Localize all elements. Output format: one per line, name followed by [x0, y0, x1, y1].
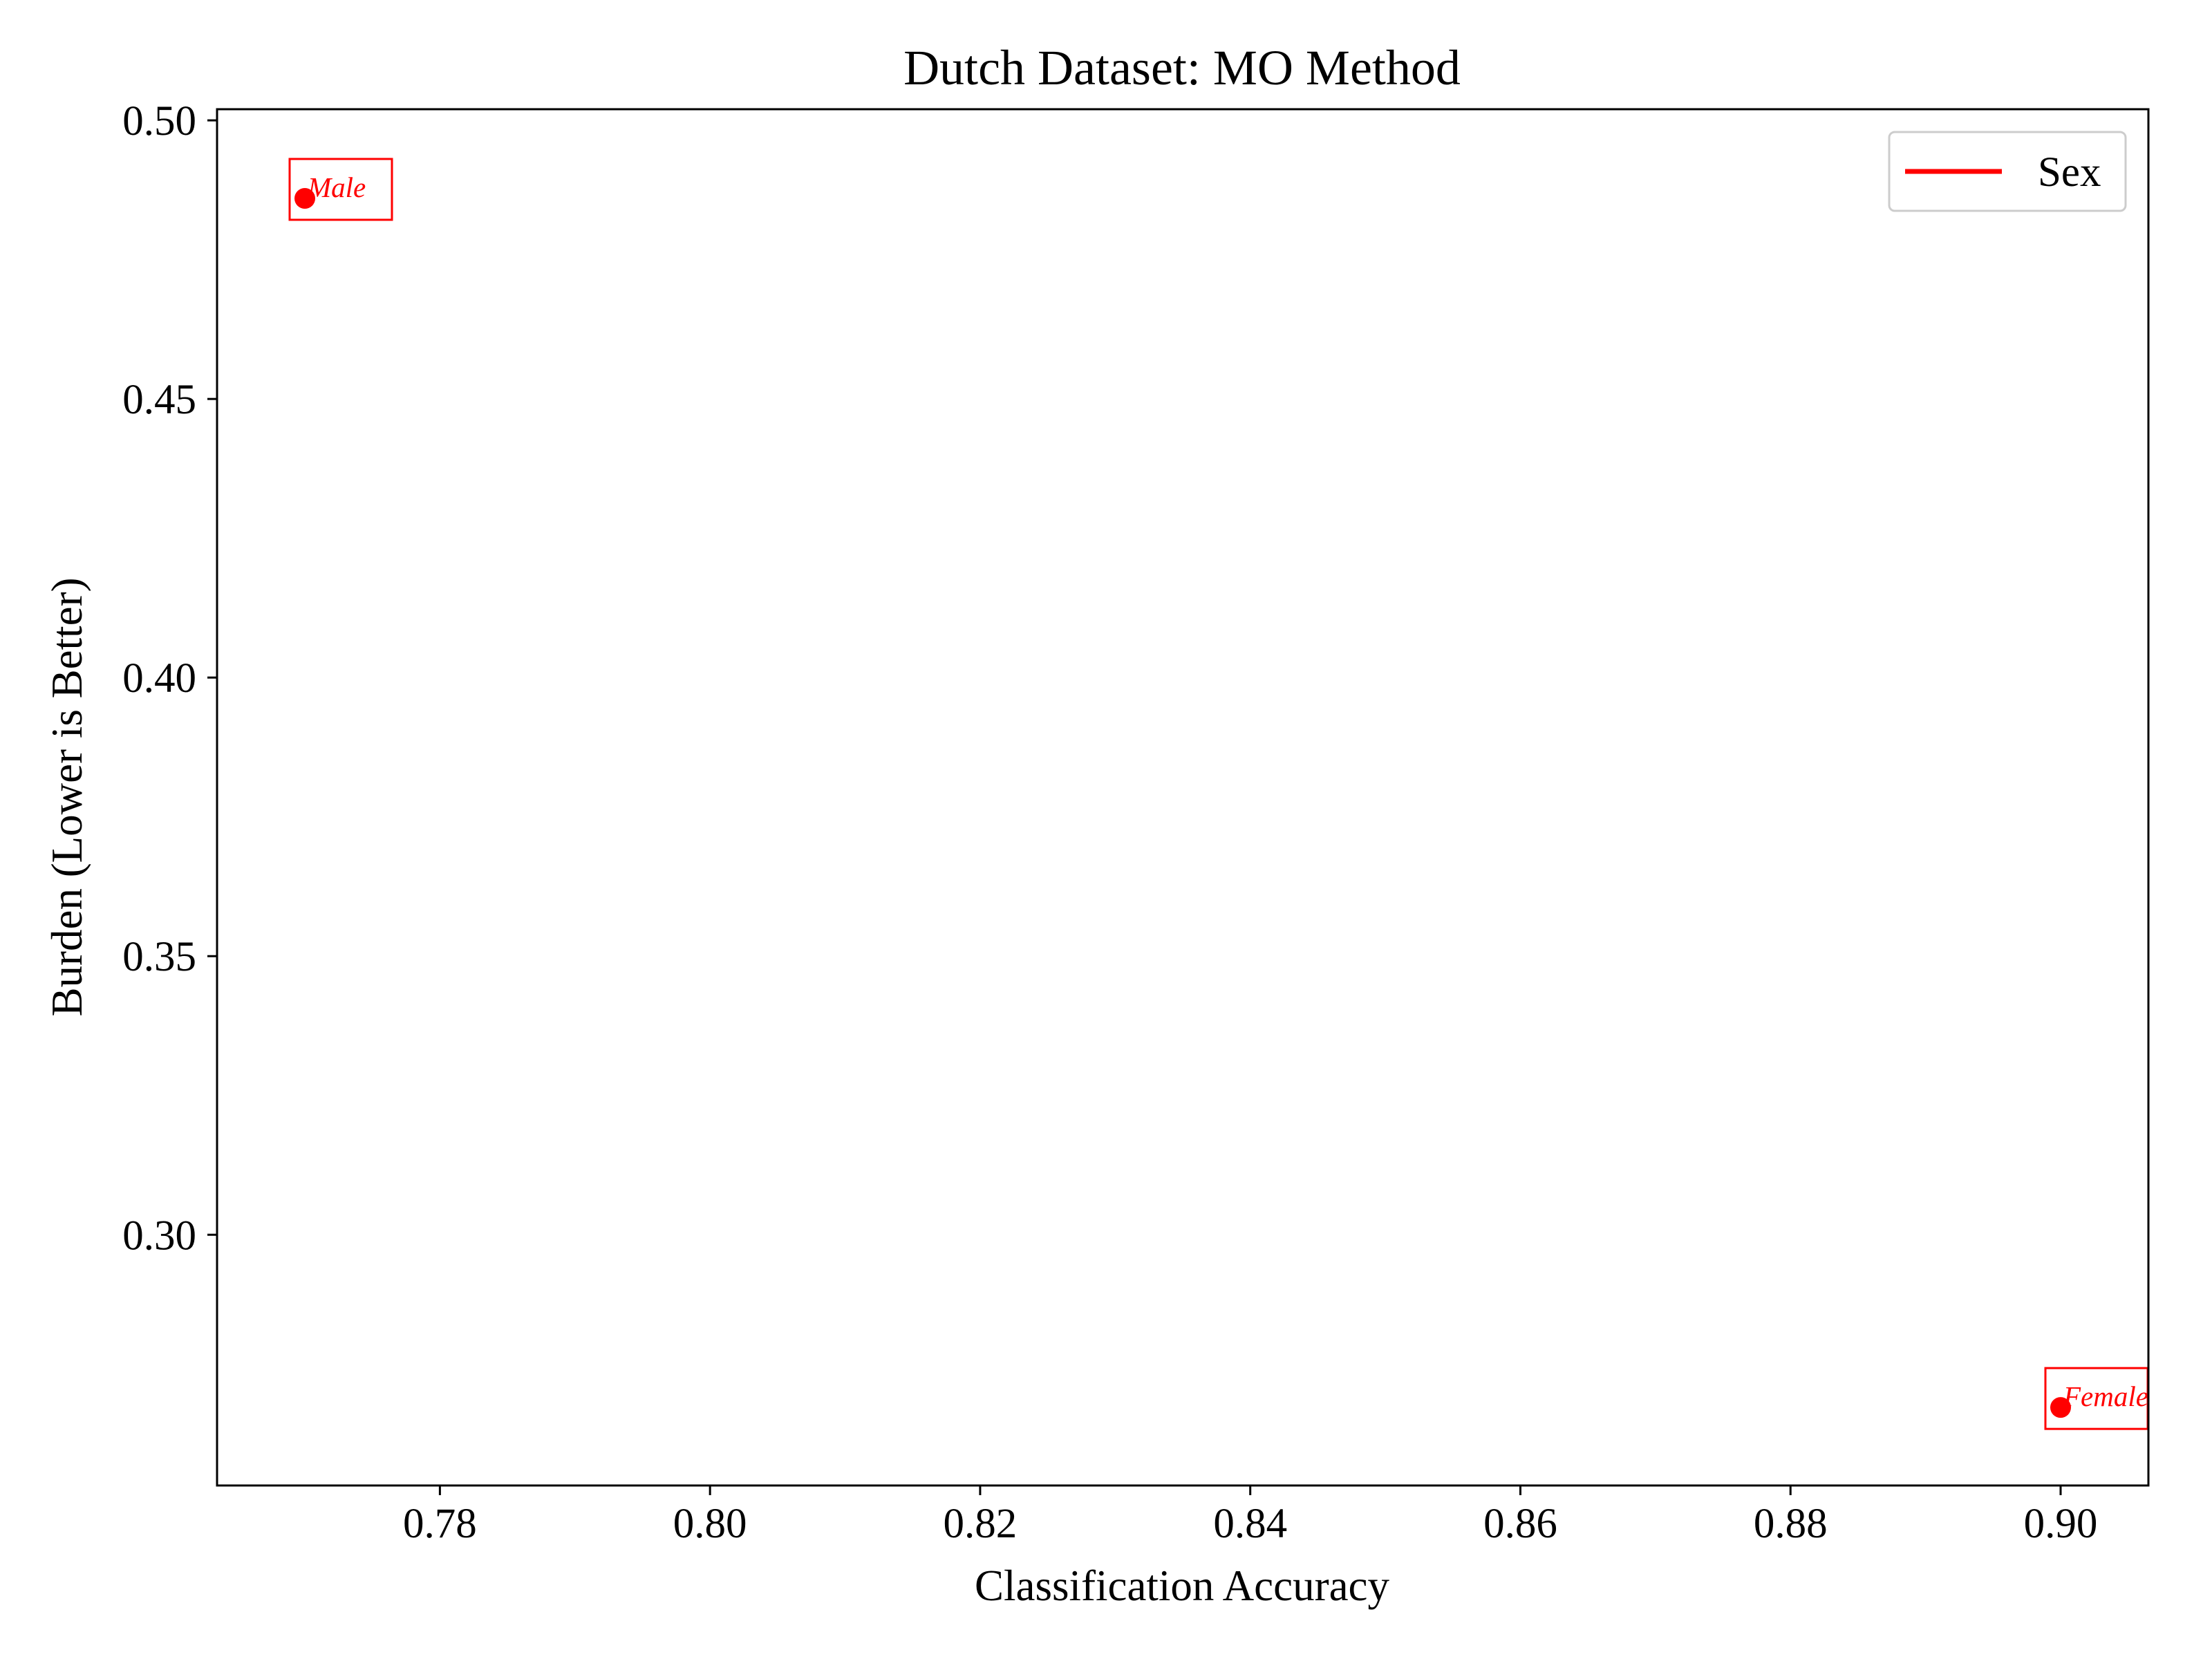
- point-label-box: [288, 158, 393, 221]
- y-tick-label: 0.45: [122, 377, 196, 423]
- y-tick-label: 0.35: [122, 934, 196, 980]
- legend: Sex: [1888, 131, 2127, 212]
- x-tick-label: 0.86: [1483, 1501, 1557, 1547]
- x-tick-label: 0.90: [2024, 1501, 2098, 1547]
- chart-title: Dutch Dataset: MO Method: [903, 40, 1461, 95]
- y-tick-label: 0.30: [122, 1212, 196, 1259]
- x-axis-label: Classification Accuracy: [975, 1562, 1390, 1610]
- legend-label: Sex: [2038, 149, 2101, 196]
- x-tick-label: 0.78: [403, 1501, 477, 1547]
- plot-frame: [216, 108, 2150, 1487]
- x-tick-label: 0.84: [1213, 1501, 1287, 1547]
- legend-box: [1888, 131, 2127, 212]
- x-tick-label: 0.80: [673, 1501, 747, 1547]
- y-tick-label: 0.50: [122, 98, 196, 144]
- point-label: Female: [2063, 1380, 2148, 1412]
- point-label: Male: [307, 171, 366, 203]
- x-tick-label: 0.88: [1754, 1501, 1828, 1547]
- data-point: [2050, 1397, 2071, 1418]
- y-tick-label: 0.40: [122, 655, 196, 702]
- x-tick-label: 0.82: [944, 1501, 1018, 1547]
- y-axis-label: Burden (Lower is Better): [43, 577, 91, 1016]
- plot-area: 0.78 0.80 0.82 0.84 0.86 0.88 0.90 0.30 0.35 0.40…: [122, 98, 2149, 1547]
- data-point: [294, 187, 315, 209]
